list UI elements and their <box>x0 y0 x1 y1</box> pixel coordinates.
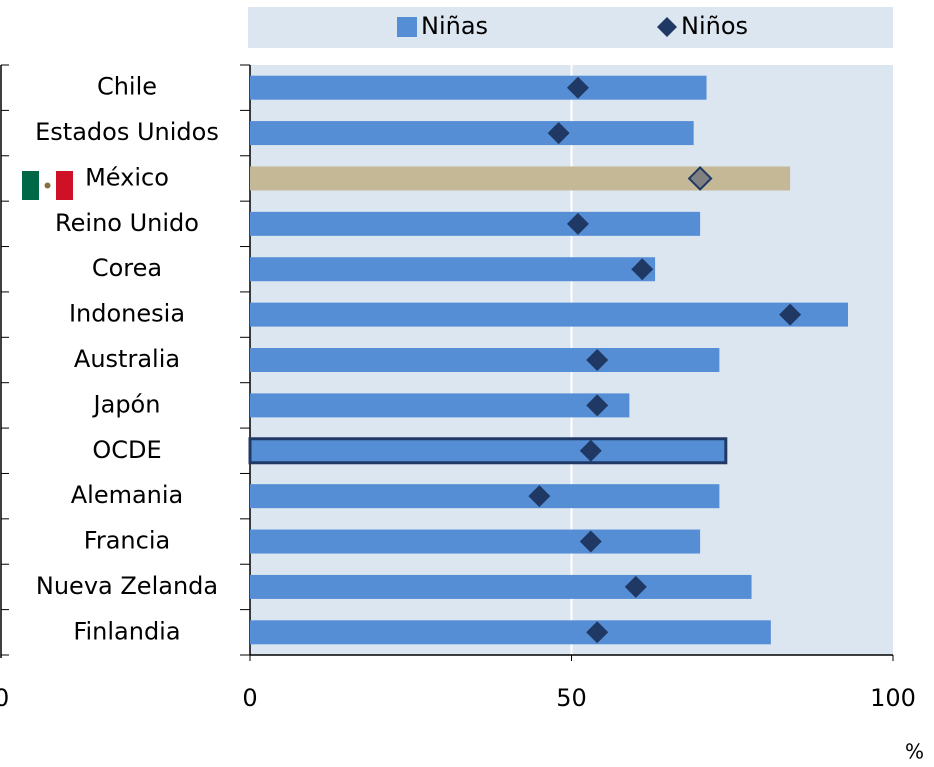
y-tick-label: Francia <box>84 527 170 555</box>
legend-label: Niñas <box>421 12 488 40</box>
marker <box>528 485 551 508</box>
marker <box>586 349 609 371</box>
y-tick-label: Estados Unidos <box>35 118 219 146</box>
marker <box>579 439 602 462</box>
x-tick-label: 50 <box>556 684 587 712</box>
marker <box>779 303 802 326</box>
bar <box>250 574 752 599</box>
legend-label: Niños <box>681 12 748 40</box>
bar <box>250 620 771 645</box>
y-tick-label: Chile <box>97 73 157 101</box>
y-tick-label: Japón <box>92 390 161 418</box>
y-tick-label: Indonesia <box>69 300 185 328</box>
legend-swatch <box>397 17 417 37</box>
cropped-axis-tick: 0 <box>0 684 9 712</box>
y-tick-label: Reino Unido <box>55 209 199 237</box>
bar <box>250 75 707 100</box>
marker <box>624 575 647 598</box>
y-tick-label: Finlandia <box>73 617 180 645</box>
marker <box>566 76 589 99</box>
mexico-flag <box>22 171 73 200</box>
legend-box <box>248 7 893 48</box>
y-tick-label: Alemania <box>71 481 184 509</box>
marker <box>687 166 713 191</box>
marker <box>586 394 609 417</box>
y-tick-label: Nueva Zelanda <box>36 572 218 600</box>
marker <box>586 621 609 644</box>
bar <box>250 348 720 372</box>
bar <box>250 393 630 418</box>
bar <box>250 484 720 509</box>
bar <box>250 302 848 327</box>
x-tick-label: 0 <box>242 684 257 712</box>
x-tick-label: 100 <box>870 684 916 712</box>
bar <box>248 437 728 465</box>
y-tick-label: México <box>85 163 169 191</box>
marker <box>631 258 654 281</box>
bar <box>250 257 656 282</box>
y-tick-label: OCDE <box>92 436 161 464</box>
y-tick-label: Australia <box>74 345 180 373</box>
bar <box>250 529 701 554</box>
marker <box>566 212 589 235</box>
x-unit: % <box>905 740 924 764</box>
y-tick-label: Corea <box>92 254 162 282</box>
legend-swatch <box>657 17 677 37</box>
bar <box>250 121 694 146</box>
bar <box>250 211 701 236</box>
marker <box>579 530 602 553</box>
marker <box>547 122 570 145</box>
